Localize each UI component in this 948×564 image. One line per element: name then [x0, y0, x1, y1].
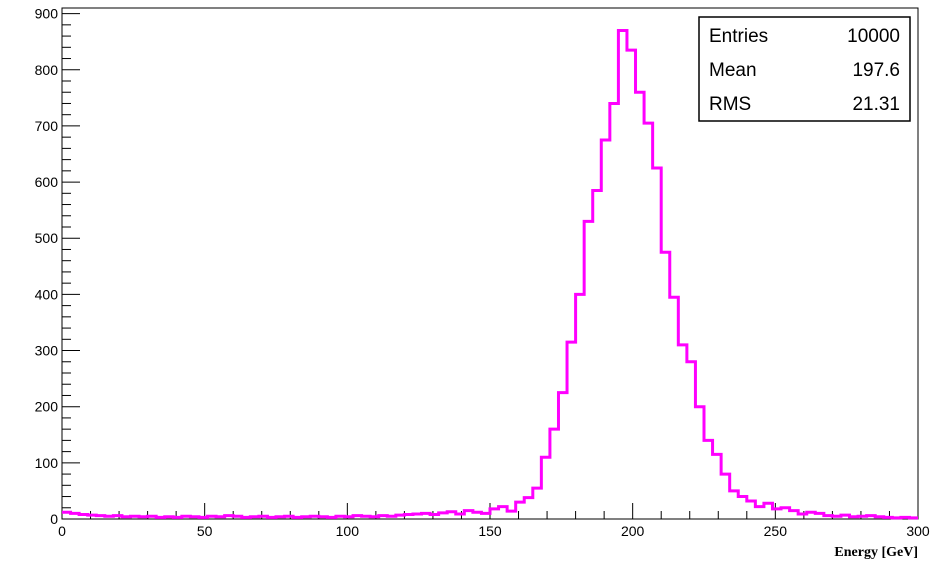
y-axis-ticks: 0 100 200 300 400 500 600 700 800 900 [35, 6, 80, 527]
stats-box: Entries 10000 Mean 197.6 RMS 21.31 [698, 16, 911, 122]
x-axis-title: Energy [GeV] [834, 545, 918, 560]
y-tick-label: 700 [35, 118, 59, 134]
x-tick-label: 100 [336, 523, 360, 539]
stats-mean-label: Mean [709, 60, 757, 81]
y-tick-label: 500 [35, 230, 59, 246]
y-tick-label: 200 [35, 399, 59, 415]
x-axis-ticks: 0 50 100 150 200 250 300 [58, 503, 930, 539]
y-tick-label: 900 [35, 6, 59, 22]
x-tick-label: 0 [58, 523, 66, 539]
y-tick-label: 100 [35, 455, 59, 471]
y-tick-label: 400 [35, 286, 59, 302]
x-tick-label: 200 [621, 523, 645, 539]
stats-rms-value: 21.31 [852, 94, 900, 115]
y-tick-label: 800 [35, 62, 59, 78]
x-tick-label: 50 [197, 523, 213, 539]
histogram-line [62, 28, 918, 520]
x-tick-label: 300 [906, 523, 930, 539]
stats-rms-label: RMS [709, 94, 751, 115]
stats-box-frame [698, 16, 911, 122]
x-tick-label: 150 [478, 523, 502, 539]
y-tick-label: 0 [50, 511, 58, 527]
y-tick-label: 600 [35, 174, 59, 190]
stats-entries-label: Entries [709, 26, 768, 47]
stats-entries-value: 10000 [847, 26, 900, 47]
stats-mean-value: 197.6 [852, 60, 900, 81]
x-tick-label: 250 [764, 523, 788, 539]
y-tick-label: 300 [35, 343, 59, 359]
